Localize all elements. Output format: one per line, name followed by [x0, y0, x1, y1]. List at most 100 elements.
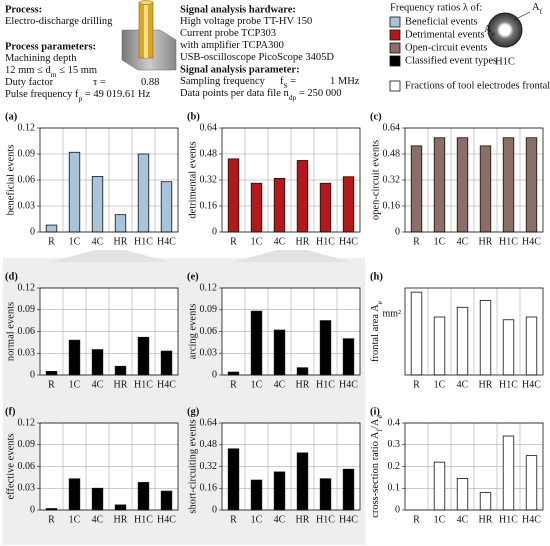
y-axis-title: frontal area Ae — [370, 300, 384, 362]
text-part: 0.88 — [141, 77, 159, 88]
bar — [45, 370, 58, 376]
bar — [137, 336, 150, 376]
bar — [68, 478, 81, 511]
bar — [456, 137, 469, 233]
panel-label: (a) — [5, 111, 18, 122]
text-part: dp — [289, 93, 297, 102]
x-tick-label: 4C — [92, 236, 104, 247]
text-part: High voltage probe TT-HV 150 — [180, 16, 312, 27]
x-tick-label: R — [48, 514, 55, 525]
y-tick-label: 0 — [30, 226, 35, 237]
y-tick-label: 0 — [395, 504, 400, 515]
text-part: cross-section ratio A — [370, 431, 381, 518]
bar — [502, 137, 515, 233]
y-unit: mm² — [382, 308, 401, 319]
x-tick-label: R — [48, 379, 55, 390]
bar — [342, 468, 355, 511]
y-tick-label: 0.64 — [200, 417, 218, 428]
y-tick-label: 0.03 — [18, 200, 36, 211]
y-tick-label: 0.2 — [388, 461, 401, 472]
y-tick-label: 0.09 — [18, 304, 36, 315]
bar — [479, 145, 492, 233]
text-part: with amplifier TCPA300 — [180, 40, 284, 51]
text-part: Duty factor — [5, 77, 54, 88]
y-tick-label: 0.48 — [200, 439, 218, 450]
info-line: Data points per data file ndp = 250 000 — [180, 88, 342, 102]
bar — [433, 316, 446, 376]
x-tick-label: H4C — [157, 236, 176, 247]
info-line: Duty factor τ = 0.88 — [5, 77, 159, 88]
plot-frame — [39, 287, 179, 376]
bar — [433, 461, 446, 511]
bar — [114, 214, 127, 233]
x-tick-label: HR — [114, 236, 128, 247]
bar — [433, 137, 446, 233]
x-tick-label: H1C — [499, 379, 518, 390]
x-tick-label: 1C — [69, 514, 81, 525]
y-tick-label: 0.16 — [200, 483, 218, 494]
y-tick-label: 0.32 — [200, 461, 218, 472]
y-tick-label: 0.09 — [18, 148, 36, 159]
panel-label: (h) — [370, 271, 383, 282]
bar — [456, 306, 469, 376]
bar — [342, 176, 355, 233]
icon-label: Af — [532, 2, 543, 16]
bar — [273, 329, 286, 376]
bar — [250, 310, 263, 376]
bar — [410, 145, 423, 233]
bar — [91, 487, 104, 511]
text-part: p — [78, 94, 82, 103]
bar — [68, 339, 81, 376]
bar — [45, 224, 58, 233]
bar — [137, 482, 150, 511]
plot-frame — [221, 287, 361, 376]
bar — [160, 181, 173, 233]
x-tick-label: H1C — [316, 514, 335, 525]
y-tick-label: 0.12 — [18, 122, 36, 133]
x-tick-label: 4C — [274, 236, 286, 247]
text-part: A — [532, 2, 540, 13]
info-line: Current probe TCP303 — [180, 28, 276, 39]
bar — [227, 371, 240, 376]
text-part: Current probe TCP303 — [180, 28, 276, 39]
bar — [250, 479, 263, 511]
panel-label: (e) — [187, 271, 199, 282]
x-tick-label: 1C — [251, 379, 263, 390]
bar — [273, 471, 286, 511]
panel-label: (i) — [370, 406, 380, 417]
bar — [91, 349, 104, 376]
y-tick-label: 0.64 — [200, 122, 218, 133]
bar — [319, 320, 332, 376]
y-tick-label: 0.09 — [18, 439, 36, 450]
y-tick-label: 0.03 — [200, 348, 218, 359]
x-tick-label: 1C — [434, 379, 446, 390]
bar — [227, 158, 240, 233]
bar — [456, 478, 469, 511]
text-part: e — [375, 300, 384, 304]
plot-frame — [39, 422, 179, 511]
bar — [296, 367, 309, 376]
plot-frame — [221, 422, 361, 511]
text-part: frontal area A — [370, 304, 381, 362]
text-part: m — [51, 70, 57, 79]
plot-frame — [39, 127, 179, 233]
y-tick-label: 0 — [212, 369, 217, 380]
legend-label: Detrimental events — [405, 29, 485, 40]
x-tick-label: HR — [479, 379, 493, 390]
text-part: S — [284, 81, 288, 90]
x-tick-label: HR — [479, 514, 493, 525]
x-tick-label: H4C — [522, 236, 541, 247]
info-line: USB-oscilloscope PicoScope 3405D — [180, 52, 334, 63]
bar — [525, 455, 538, 511]
text-part: Sampling frequency — [180, 76, 266, 87]
y-tick-label: 0.48 — [200, 148, 218, 159]
plot-frame — [404, 287, 544, 376]
y-tick-label: 0.03 — [18, 483, 36, 494]
bar — [68, 151, 81, 233]
x-tick-label: H1C — [134, 514, 153, 525]
icon-name: H1C — [495, 56, 515, 67]
y-tick-label: 0.12 — [18, 417, 36, 428]
info-line: with amplifier TCPA300 — [180, 40, 284, 51]
block-title: Signal analysis parameter: — [180, 64, 300, 75]
x-tick-label: 1C — [434, 236, 446, 247]
